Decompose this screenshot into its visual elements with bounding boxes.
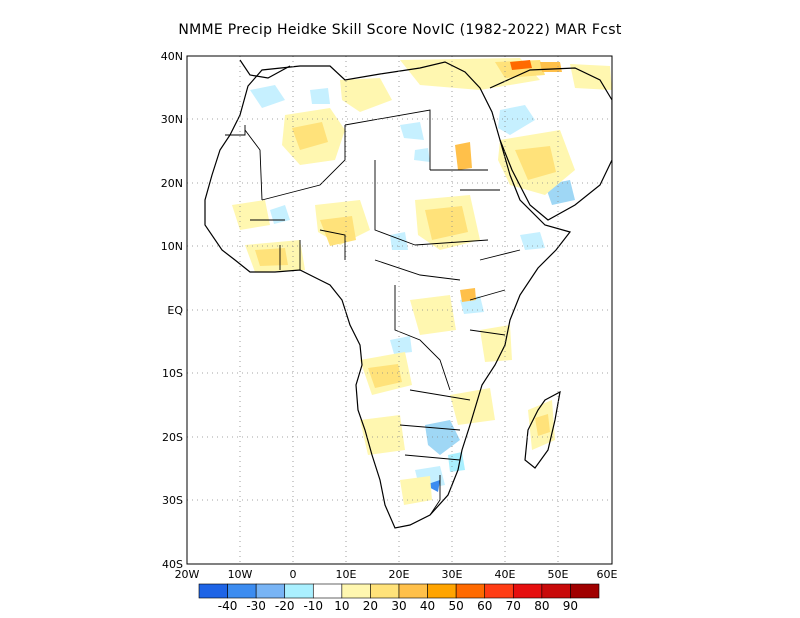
gridlines	[187, 56, 612, 564]
africa-coastline	[204, 61, 572, 529]
colorbar-label: 80	[534, 599, 549, 613]
negative-skill-patch	[498, 105, 535, 135]
lat-tick-label: 40S	[162, 558, 183, 571]
colorbar-cell	[398, 583, 428, 599]
lat-tick-label: 40N	[161, 50, 183, 63]
colorbar-label: 20	[363, 599, 378, 613]
colorbar-cell	[484, 583, 514, 599]
positive-skill-patch	[540, 62, 562, 72]
colorbar-cell	[255, 583, 286, 599]
colorbar-label: 70	[506, 599, 521, 613]
colorbar-cell	[512, 583, 543, 599]
negative-skill-patch	[270, 205, 290, 224]
lon-tick-label: 0	[290, 568, 297, 581]
colorbar-label: 60	[477, 599, 492, 613]
positive-skill-patch	[460, 288, 476, 302]
lon-tick-label: 40E	[495, 568, 516, 581]
negative-skill-patch	[250, 85, 285, 108]
positive-skill-patch	[410, 295, 456, 335]
colorbar-label: 50	[449, 599, 464, 613]
colorbar-label: 40	[420, 599, 435, 613]
negative-skill-patch	[310, 88, 330, 104]
colorbar	[198, 583, 600, 599]
negative-skill-patch	[414, 148, 430, 162]
positive-skill-patch	[515, 146, 556, 180]
lon-tick-label: 50E	[548, 568, 569, 581]
colorbar-labels: -40 -30 -20 -10 10 20 30 40 50 60 70 80 90	[218, 599, 578, 613]
positive-skill-patch	[255, 248, 288, 266]
colorbar-cell	[198, 583, 228, 599]
colorbar-cell	[341, 583, 371, 599]
map-title: NMME Precip Heidke Skill Score NovIC (19…	[178, 22, 622, 38]
positive-skill-patch	[480, 325, 512, 362]
colorbar-cell	[455, 583, 486, 599]
map-frame	[186, 55, 613, 565]
arabia-outline	[489, 67, 612, 221]
colorbar-label: 90	[563, 599, 578, 613]
negative-skill-patch	[400, 122, 424, 140]
lon-tick-label: 60E	[597, 568, 618, 581]
iberia-coast	[239, 59, 291, 79]
lon-tick-label: 30E	[442, 568, 463, 581]
lat-tick-label: 10N	[161, 240, 183, 253]
colorbar-cell	[570, 583, 600, 599]
colorbar-cell	[427, 583, 457, 599]
negative-skill-patch	[390, 336, 412, 354]
lon-tick-label: 20W	[175, 568, 200, 581]
positive-skill-patch	[368, 364, 402, 388]
positive-skill-patch	[320, 216, 356, 246]
colorbar-label: 30	[391, 599, 406, 613]
positive-skill-patch	[340, 78, 392, 112]
lon-tick-label: 20E	[389, 568, 410, 581]
lat-tick-label: 20N	[161, 177, 183, 190]
lon-tick-label: 10W	[228, 568, 253, 581]
negative-skill-patch	[448, 452, 465, 472]
skill-shading	[232, 58, 612, 505]
lon-tick-labels: 20W 10W 0 10E 20E 30E 40E 50E 60E	[175, 568, 618, 581]
colorbar-cell	[312, 583, 343, 599]
negative-skill-patch	[425, 420, 460, 455]
colorbar-label: -10	[303, 599, 323, 613]
country-borders	[225, 109, 521, 516]
positive-skill-patch	[292, 122, 328, 150]
colorbar-cell	[541, 583, 571, 599]
colorbar-cell	[284, 583, 314, 599]
lat-tick-labels: 40N 30N 20N 10N EQ 10S 20S 30S 40S	[161, 50, 184, 571]
lat-tick-label: 10S	[162, 367, 183, 380]
positive-skill-patch	[455, 142, 472, 170]
negative-skill-patch	[425, 480, 440, 492]
colorbar-label: -30	[246, 599, 266, 613]
positive-skill-patch	[510, 60, 532, 70]
colorbar-cell	[227, 583, 257, 599]
negative-skill-patch	[520, 232, 545, 250]
positive-skill-patch	[232, 200, 270, 230]
positive-skill-patch	[425, 206, 468, 240]
positive-skill-patch	[450, 388, 495, 425]
colorbar-label: -40	[218, 599, 238, 613]
colorbar-cell	[370, 583, 400, 599]
positive-skill-patch	[360, 415, 405, 455]
positive-skill-patch	[535, 414, 550, 436]
positive-skill-patch	[570, 64, 612, 90]
lat-tick-label: 30S	[162, 494, 183, 507]
lon-tick-label: 10E	[336, 568, 357, 581]
lat-tick-label: EQ	[167, 304, 183, 317]
lat-tick-label: 30N	[161, 113, 183, 126]
colorbar-label: -20	[275, 599, 295, 613]
positive-skill-patch	[400, 476, 432, 505]
colorbar-label: 10	[334, 599, 349, 613]
lat-tick-label: 20S	[162, 431, 183, 444]
